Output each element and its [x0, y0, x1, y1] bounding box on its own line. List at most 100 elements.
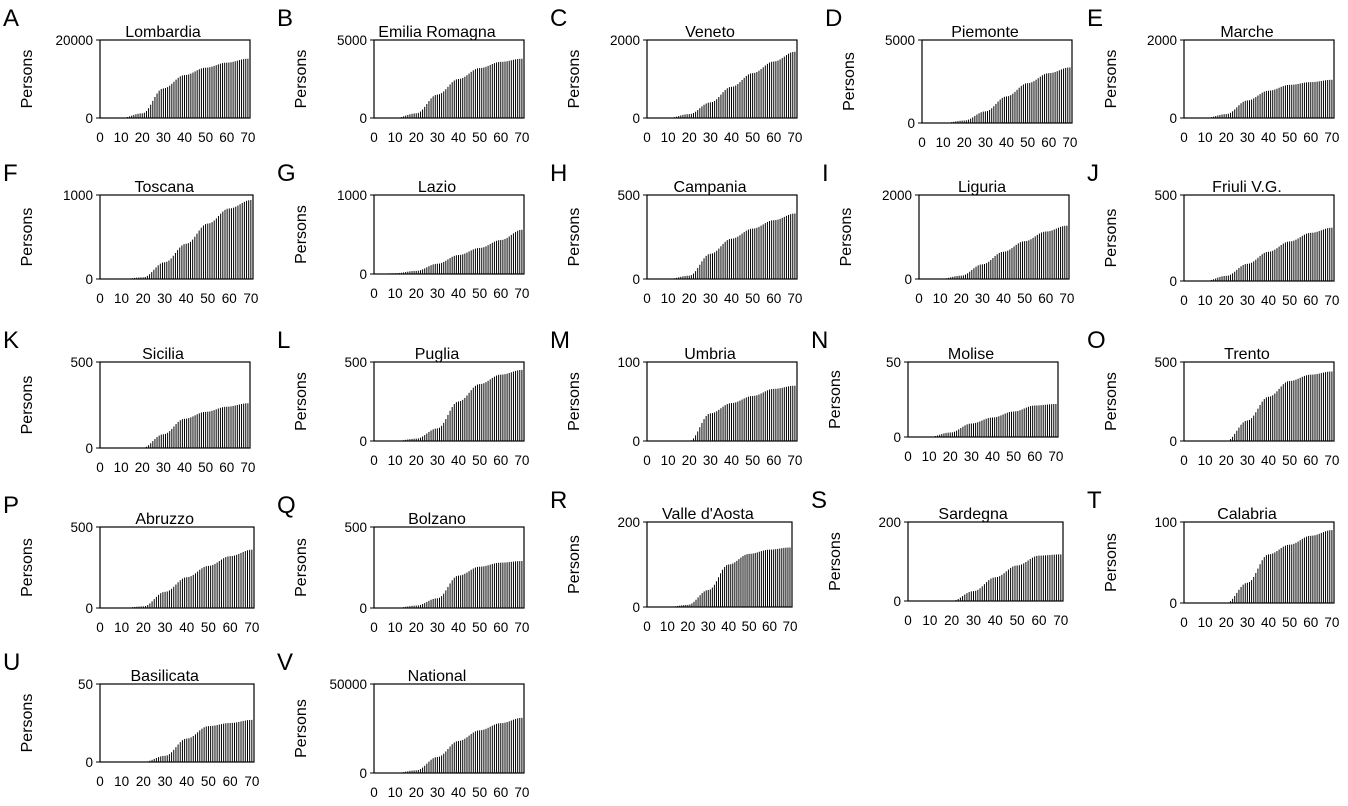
- x-tick-label: 50: [198, 130, 213, 145]
- panel-n: 0 50 0 10 20 30 40 50 60 70 Molise N Persons: [811, 327, 1063, 464]
- plot-frame: [907, 361, 1059, 438]
- x-tick-label: 50: [1282, 130, 1297, 145]
- x-tick-label: 20: [954, 291, 969, 306]
- bar-series: [930, 404, 1057, 437]
- y-tick-label: 500: [70, 520, 93, 535]
- y-tick-label: 0: [632, 272, 640, 287]
- x-tick-label: 20: [1219, 130, 1234, 145]
- x-tick-label: 10: [1198, 615, 1213, 630]
- x-tick-label: 60: [1303, 453, 1318, 468]
- x-tick-label: 0: [96, 130, 104, 145]
- x-tick-label: 20: [136, 291, 151, 306]
- x-tick-label: 60: [766, 130, 781, 145]
- panel-o: 0 500 0 10 20 30 40 50 60 70 Trento O Persons: [1087, 327, 1339, 468]
- x-tick-label: 0: [370, 620, 378, 635]
- panel-letter: V: [277, 649, 293, 676]
- x-tick-label: 40: [177, 130, 192, 145]
- panel-title: Lombardia: [125, 24, 201, 41]
- x-tick-label: 50: [745, 291, 760, 306]
- x-tick-label: 70: [787, 130, 802, 145]
- x-tick-label: 30: [158, 620, 173, 635]
- panel-letter: S: [811, 487, 827, 514]
- panel-title: Piemonte: [951, 24, 1019, 41]
- x-tick-label: 60: [766, 453, 781, 468]
- bar-series: [669, 51, 796, 118]
- y-tick-label: 0: [359, 601, 367, 616]
- y-tick-label: 500: [1154, 188, 1177, 203]
- x-tick-label: 20: [1219, 293, 1234, 308]
- x-tick-label: 50: [200, 291, 215, 306]
- x-tick-label: 0: [643, 453, 651, 468]
- y-tick-label: 0: [893, 594, 901, 609]
- bar-series: [1206, 79, 1333, 118]
- y-axis-label: Persons: [566, 208, 583, 267]
- panel-m: 0 100 0 10 20 30 40 50 60 70 Umbria M Persons: [550, 327, 802, 468]
- y-tick-label: 0: [1169, 596, 1177, 611]
- x-tick-label: 60: [493, 620, 508, 635]
- y-axis-label: Persons: [566, 372, 583, 431]
- y-tick-label: 0: [1169, 111, 1177, 126]
- panel-title: Umbria: [684, 346, 736, 363]
- plot-frame: [373, 361, 525, 442]
- panel-letter: M: [550, 327, 570, 354]
- x-tick-label: 50: [1020, 135, 1035, 150]
- x-tick-label: 20: [409, 286, 424, 301]
- plot-frame: [646, 39, 798, 119]
- x-tick-label: 60: [223, 620, 238, 635]
- panel-title: Calabria: [1217, 506, 1277, 523]
- x-tick-label: 10: [933, 291, 948, 306]
- plot-frame: [373, 683, 525, 774]
- x-tick-label: 20: [409, 453, 424, 468]
- x-tick-label: 20: [957, 135, 972, 150]
- x-tick-label: 50: [201, 620, 216, 635]
- panel-j: 0 500 0 10 20 30 40 50 60 70 Friuli V.G. J Persons: [1087, 160, 1339, 308]
- y-tick-label: 0: [359, 111, 367, 126]
- x-tick-label: 20: [409, 620, 424, 635]
- panel-letter: B: [277, 5, 293, 32]
- x-tick-label: 30: [1240, 453, 1255, 468]
- panel-title: National: [408, 668, 467, 685]
- panel-e: 0 2000 0 10 20 30 40 50 60 70 Marche E Persons: [1087, 5, 1339, 145]
- x-tick-label: 60: [223, 774, 238, 789]
- panel-title: Bolzano: [408, 511, 466, 528]
- x-tick-label: 50: [472, 785, 487, 800]
- panel-g: 0 1000 0 10 20 30 40 50 60 70 Lazio G Persons: [277, 160, 529, 301]
- panel-title: Lazio: [418, 179, 456, 196]
- y-tick-label: 500: [1154, 355, 1177, 370]
- x-tick-label: 20: [1219, 615, 1234, 630]
- panel-letter: G: [277, 160, 296, 187]
- x-tick-label: 0: [1180, 130, 1188, 145]
- x-tick-label: 70: [244, 620, 259, 635]
- panel-letter: E: [1087, 5, 1103, 32]
- x-tick-label: 30: [430, 130, 445, 145]
- x-tick-label: 70: [240, 460, 255, 475]
- x-tick-label: 40: [451, 286, 466, 301]
- bar-series: [122, 58, 249, 118]
- y-axis-label: Persons: [293, 538, 310, 597]
- x-tick-label: 50: [742, 619, 757, 634]
- x-tick-label: 60: [1303, 615, 1318, 630]
- y-axis-label: Persons: [566, 50, 583, 109]
- x-tick-label: 70: [782, 619, 797, 634]
- x-tick-label: 40: [451, 785, 466, 800]
- panel-title: Campania: [674, 179, 747, 196]
- x-tick-label: 0: [904, 449, 912, 464]
- x-tick-label: 60: [762, 619, 777, 634]
- bar-series: [1206, 227, 1333, 281]
- plot-frame: [646, 194, 798, 280]
- plot-frame: [373, 526, 525, 609]
- bar-series: [669, 213, 796, 279]
- x-tick-label: 30: [430, 453, 445, 468]
- x-tick-label: 20: [409, 785, 424, 800]
- plot-frame: [918, 194, 1070, 280]
- x-tick-label: 30: [157, 291, 172, 306]
- x-tick-label: 40: [988, 613, 1003, 628]
- plot-frame: [646, 361, 798, 442]
- y-axis-label: Persons: [19, 694, 36, 753]
- x-tick-label: 70: [1059, 291, 1074, 306]
- x-tick-label: 0: [96, 460, 104, 475]
- x-tick-label: 50: [1010, 613, 1025, 628]
- x-tick-label: 0: [96, 291, 104, 306]
- x-tick-label: 40: [179, 774, 194, 789]
